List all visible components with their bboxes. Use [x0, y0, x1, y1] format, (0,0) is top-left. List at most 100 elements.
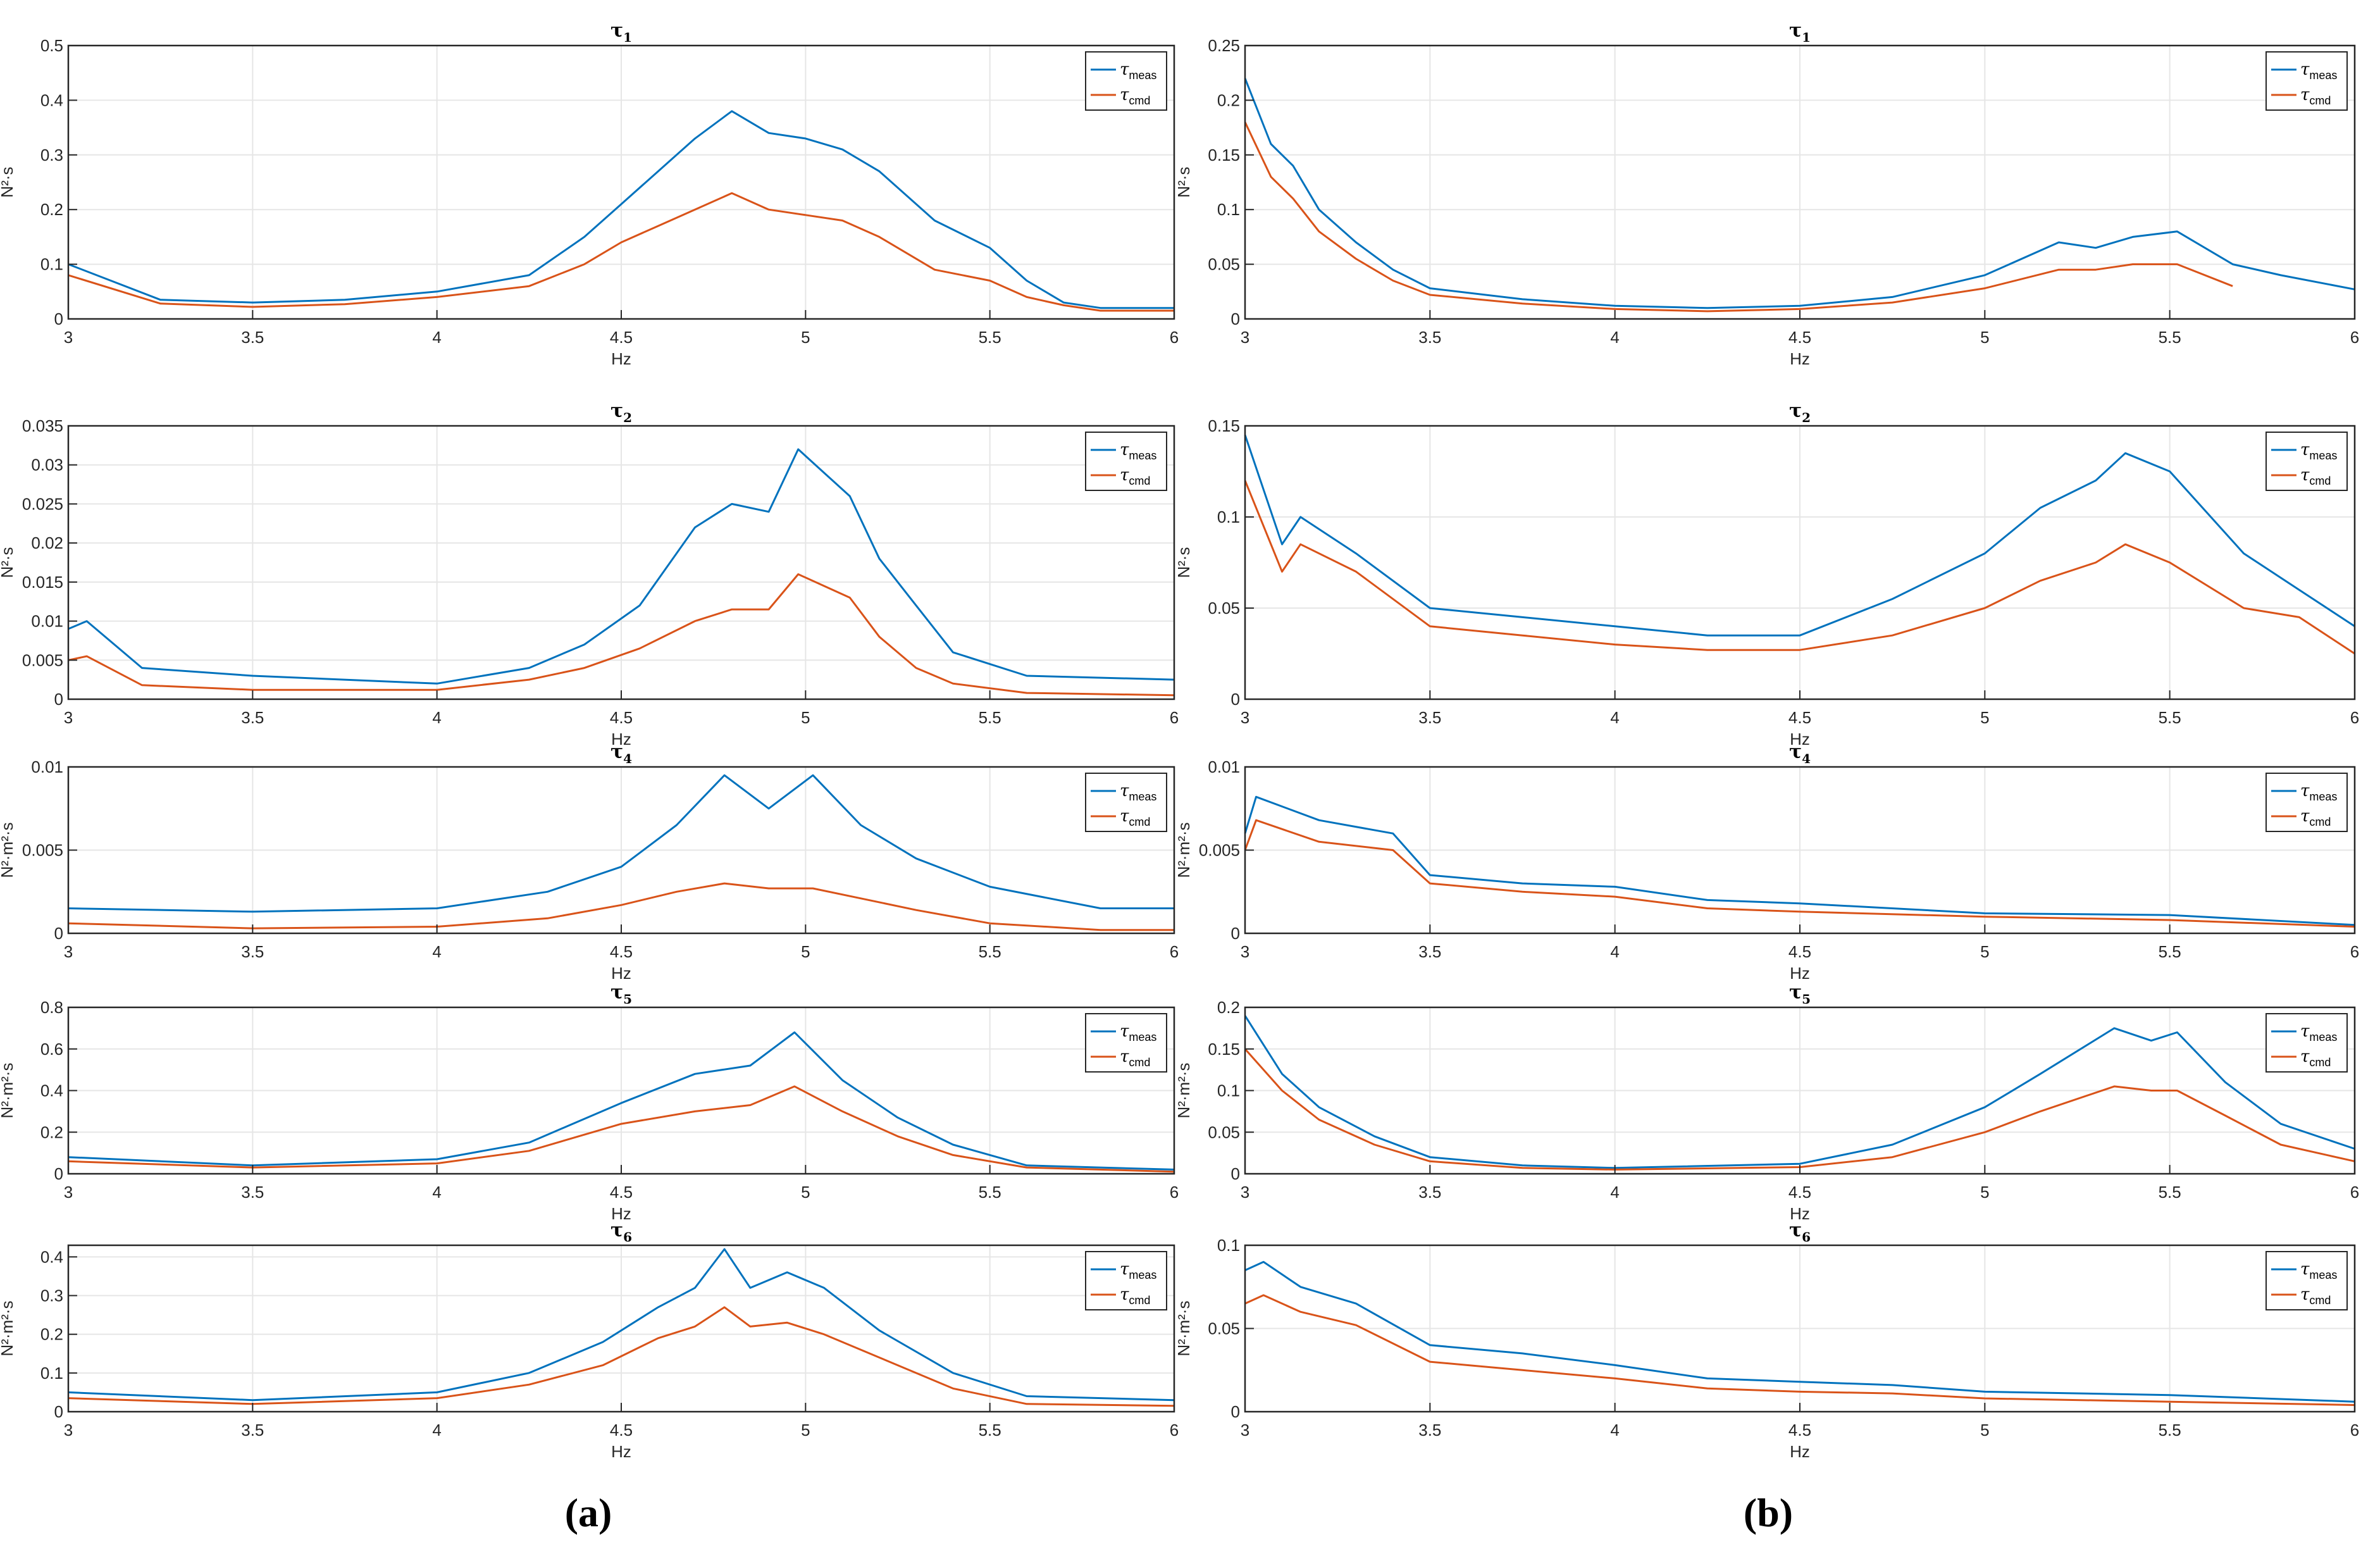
y-tick-label: 0.2 [40, 200, 63, 219]
legend-box [1085, 432, 1167, 491]
x-tick-label: 5 [801, 328, 810, 347]
x-axis-label: Hz [1790, 1204, 1810, 1223]
x-tick-label: 5 [801, 1183, 810, 1202]
x-axis-label: Hz [1790, 964, 1810, 983]
legend-box [1085, 51, 1167, 111]
chart-title: τ1 [610, 20, 632, 45]
series-line-cmd [68, 192, 1174, 312]
x-tick-label: 3.5 [1418, 1183, 1441, 1202]
x-tick-label: 3 [64, 1183, 73, 1202]
x-tick-label: 4.5 [1788, 1183, 1811, 1202]
legend-box [1085, 773, 1167, 832]
y-tick-label: 0 [54, 1402, 63, 1421]
legend-label-meas: τmeas [2300, 1022, 2337, 1043]
x-tick-label: 4.5 [1788, 942, 1811, 961]
x-tick-label: 4 [432, 1421, 441, 1440]
y-tick-label: 0 [54, 1164, 63, 1183]
x-tick-label: 5 [801, 942, 810, 961]
series-line-meas [1244, 1260, 2355, 1403]
legend-label-meas: τmeas [1120, 60, 1156, 82]
y-tick-label: 0.4 [40, 90, 63, 109]
y-tick-label: 0 [1231, 690, 1240, 709]
legend-box [2265, 773, 2348, 832]
x-tick-label: 6 [2350, 328, 2359, 347]
x-tick-label: 3 [1241, 708, 1249, 727]
x-axis-label: Hz [1790, 349, 1810, 368]
legend-label-cmd: τcmd [2300, 1047, 2331, 1069]
x-tick-label: 3 [64, 328, 73, 347]
x-tick-label: 5.5 [979, 708, 1001, 727]
legend-box [1085, 1251, 1167, 1310]
x-tick-label: 4.5 [610, 1421, 633, 1440]
y-axis-label: N²·m²·s [1174, 1300, 1193, 1356]
y-axis-label: N²·m²·s [0, 1062, 16, 1118]
y-tick-label: 0.01 [31, 612, 63, 631]
series-line-meas [1244, 1015, 2355, 1169]
chart-b-tau1: 3 3.5 4 4.5 5 5.5 6 0 0.05 0.1 0.15 0.2 0.25 Hz N²·s τ1… [1174, 20, 2359, 368]
x-tick-label: 5.5 [2159, 328, 2181, 347]
y-tick-label: 0.035 [22, 416, 63, 435]
legend-label-meas: τmeas [2300, 440, 2337, 462]
x-tick-label: 4 [432, 1183, 441, 1202]
chart-title: τ6 [1789, 1219, 1811, 1245]
x-tick-label: 4 [432, 942, 441, 961]
x-tick-label: 5 [1980, 1421, 1989, 1440]
x-tick-label: 5.5 [2159, 942, 2181, 961]
y-tick-label: 0.25 [1208, 36, 1240, 55]
chart-title: τ5 [610, 981, 632, 1007]
legend-label-cmd: τcmd [2300, 85, 2331, 107]
legend-label-cmd: τcmd [1120, 1047, 1150, 1069]
series-line-meas [68, 1031, 1175, 1171]
x-tick-label: 3 [64, 708, 73, 727]
legend-box [2265, 1251, 2348, 1310]
y-tick-label: 0.15 [1208, 416, 1240, 435]
series-line-meas [1244, 78, 2355, 309]
x-tick-label: 4.5 [1788, 1421, 1811, 1440]
y-axis-label: N²·s [0, 166, 16, 197]
y-tick-label: 0.3 [40, 1286, 63, 1305]
series-line-cmd [68, 1306, 1175, 1407]
x-tick-label: 3 [1241, 1421, 1249, 1440]
series-line-meas [1244, 434, 2355, 637]
y-tick-label: 0.6 [40, 1040, 63, 1059]
x-axis-label: Hz [1790, 1442, 1810, 1461]
legend-label-meas: τmeas [2300, 781, 2337, 803]
chart-title: τ4 [1789, 741, 1811, 766]
x-tick-label: 4 [432, 708, 441, 727]
legend-label-cmd: τcmd [1120, 1285, 1150, 1307]
x-tick-label: 4 [1610, 942, 1619, 961]
x-tick-label: 4.5 [610, 328, 633, 347]
y-axis-label: N²·s [1174, 166, 1193, 197]
y-tick-label: 0.05 [1208, 599, 1240, 618]
x-tick-label: 4 [1610, 708, 1619, 727]
x-tick-label: 5.5 [979, 328, 1001, 347]
series-line-cmd [1244, 1294, 2355, 1406]
chart-a-tau5: 3 3.5 4 4.5 5 5.5 6 0 0.2 0.4 0.6 0.8 Hz N²·m²·s τ5 τme… [0, 981, 1179, 1223]
chart-b-tau5: 3 3.5 4 4.5 5 5.5 6 0 0.05 0.1 0.15 0.2 Hz N²·m²·s τ5 τ… [1174, 981, 2359, 1223]
x-tick-label: 4.5 [1788, 328, 1811, 347]
y-tick-label: 0 [1231, 1402, 1240, 1421]
chart-title: τ2 [1789, 400, 1811, 425]
x-tick-label: 5 [801, 1421, 810, 1440]
chart-title: τ2 [610, 400, 632, 425]
chart-title: τ6 [610, 1219, 632, 1245]
x-tick-label: 3.5 [1418, 708, 1441, 727]
x-tick-label: 6 [1170, 1421, 1179, 1440]
y-tick-label: 0.05 [1208, 1319, 1240, 1338]
legend-box [2265, 432, 2348, 491]
y-tick-label: 0.15 [1208, 1040, 1240, 1059]
x-axis-label: Hz [611, 964, 631, 983]
chart-b-tau2: 3 3.5 4 4.5 5 5.5 6 0 0.05 0.1 0.15 Hz N²·s τ2 τmeas τc… [1174, 400, 2359, 749]
x-tick-label: 4.5 [610, 708, 633, 727]
x-tick-label: 6 [1170, 1183, 1179, 1202]
legend-box [1085, 1013, 1167, 1073]
y-tick-label: 0.8 [40, 998, 63, 1017]
legend-box [2265, 51, 2348, 111]
x-axis-label: Hz [611, 1442, 631, 1461]
x-tick-label: 3.5 [241, 1183, 264, 1202]
series-line-cmd [1244, 819, 2355, 928]
y-tick-label: 0.015 [22, 573, 63, 592]
legend-label-cmd: τcmd [1120, 807, 1150, 828]
x-tick-label: 5 [1980, 328, 1989, 347]
